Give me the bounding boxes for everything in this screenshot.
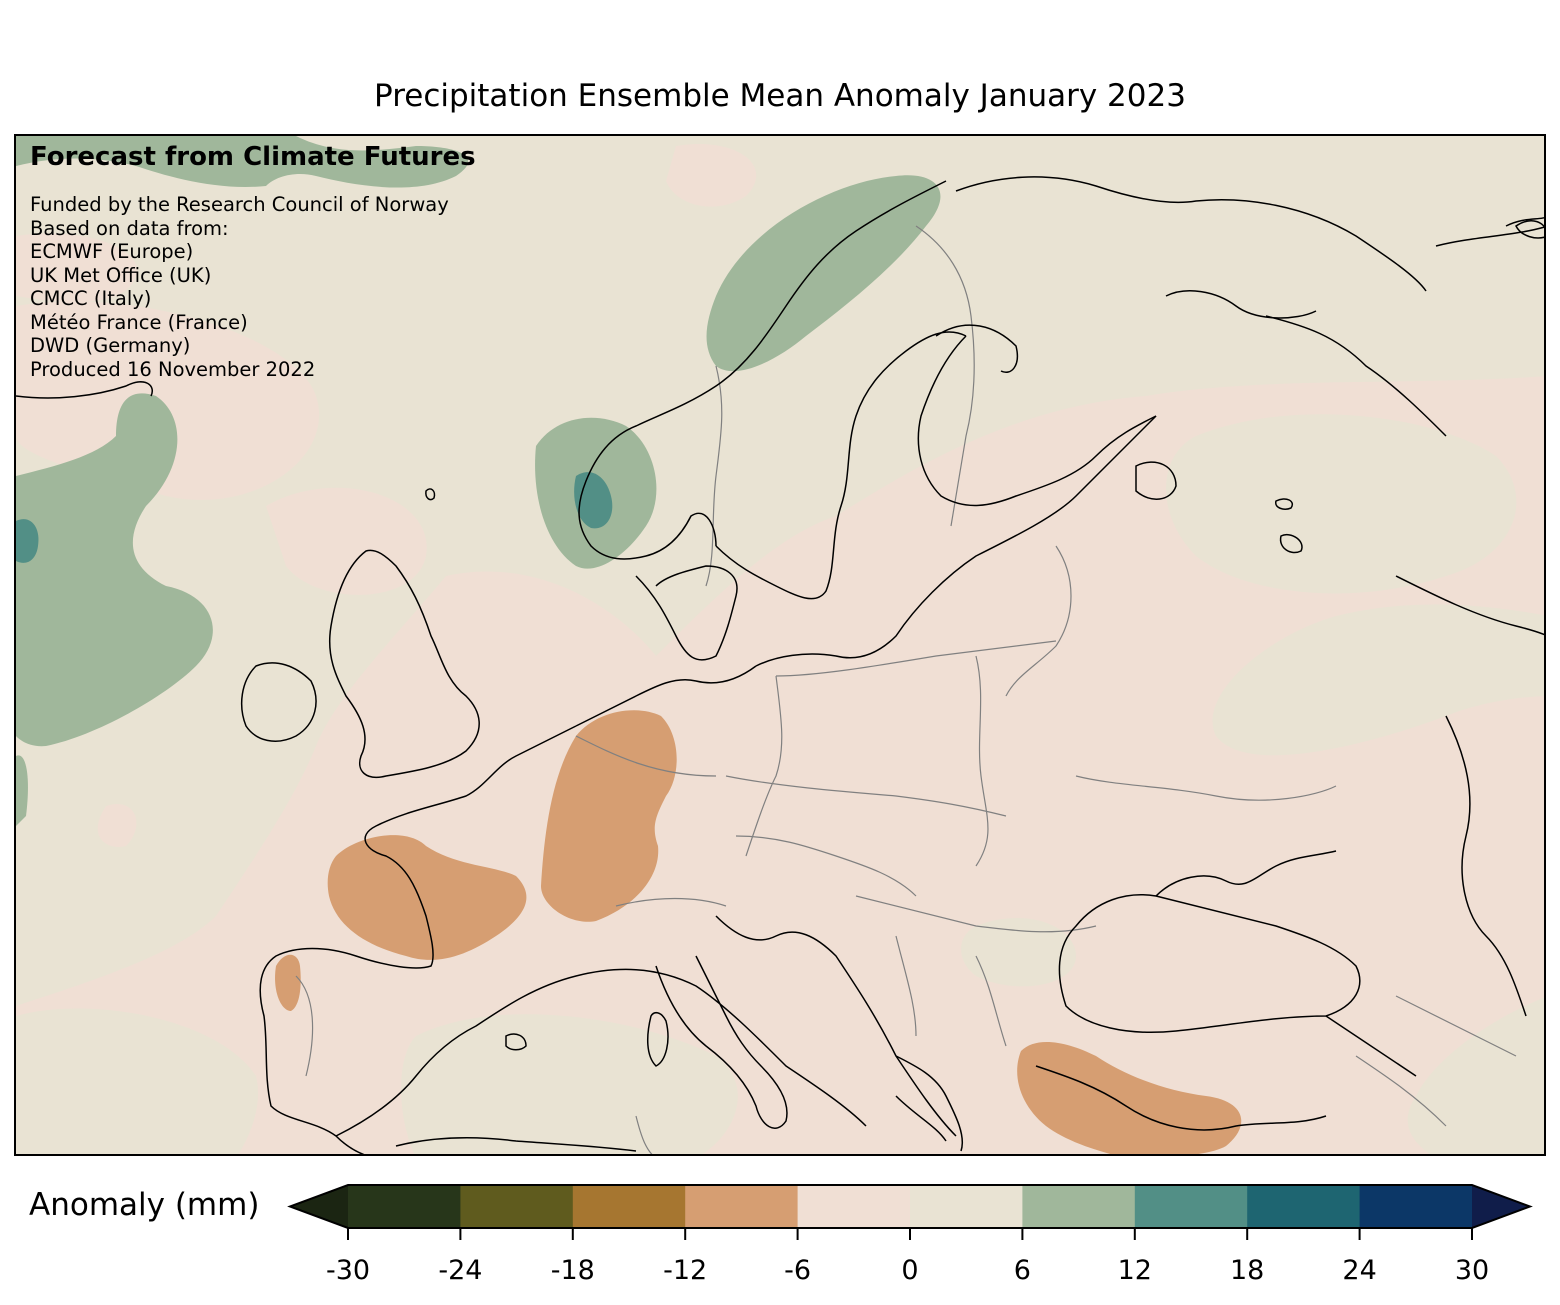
colorbar-over-extension xyxy=(1472,1185,1530,1228)
colorbar-tick-label: -6 xyxy=(784,1255,812,1286)
colorbar-segment xyxy=(910,1185,1023,1228)
colorbar-segment xyxy=(1022,1185,1136,1228)
anomaly-band-0-to-6 xyxy=(16,414,1517,1154)
colorbar-tick-label: 6 xyxy=(1013,1255,1031,1286)
colorbar-tick-label: -12 xyxy=(663,1255,708,1286)
coastlines xyxy=(16,176,1544,1154)
credit-line: CMCC (Italy) xyxy=(30,287,152,310)
colorbar-segment xyxy=(685,1185,799,1228)
colorbar-segment xyxy=(572,1185,686,1228)
colorbar-tick-label: -24 xyxy=(438,1255,483,1286)
map-panel xyxy=(14,134,1546,1156)
colorbar-segment xyxy=(460,1185,574,1228)
credit-line: UK Met Office (UK) xyxy=(30,263,212,287)
colorbar-tick-label: 30 xyxy=(1454,1255,1490,1286)
credit-line: Based on data from: xyxy=(30,216,229,240)
colorbar-segment xyxy=(797,1185,911,1228)
colorbar-tick-label: 0 xyxy=(901,1255,919,1286)
country-borders xyxy=(295,225,1517,1154)
colorbar-segment xyxy=(348,1185,461,1228)
colorbar-under-extension xyxy=(290,1185,348,1228)
anomaly-band-minus12-to-minus6 xyxy=(275,710,1242,1154)
colorbar-tick-label: 18 xyxy=(1230,1255,1265,1286)
credit-heading: Forecast from Climate Futures xyxy=(30,142,476,172)
colorbar-tick-labels: -30 -24 -18 -12 -6 0 6 12 18 24 30 xyxy=(0,1255,1560,1289)
credit-line: DWD (Germany) xyxy=(30,334,191,357)
colorbar-tick-label: -18 xyxy=(550,1255,595,1286)
colorbar-label: Anomaly (mm) xyxy=(29,1187,260,1223)
chart-title: Precipitation Ensemble Mean Anomaly Janu… xyxy=(374,78,1186,114)
credit-line: Météo France (France) xyxy=(30,310,248,334)
colorbar-tick-label: 12 xyxy=(1117,1255,1152,1286)
colorbar-segment xyxy=(1247,1185,1361,1228)
credit-lines: Funded by the Research Council of Norway… xyxy=(30,193,449,381)
credit-line: Produced 16 November 2022 xyxy=(30,357,316,381)
anomaly-map xyxy=(16,136,1544,1154)
credit-line: ECMWF (Europe) xyxy=(30,240,194,263)
colorbar-tick-label: -30 xyxy=(325,1255,371,1286)
credit-line: Funded by the Research Council of Norway xyxy=(30,193,449,216)
colorbar-tick-label: 24 xyxy=(1342,1255,1377,1286)
colorbar-outline xyxy=(287,1184,1533,1229)
anomaly-band-minus6-to-0 xyxy=(16,144,1544,1154)
colorbar-segment xyxy=(1134,1185,1248,1228)
colorbar-segment xyxy=(1359,1185,1473,1228)
